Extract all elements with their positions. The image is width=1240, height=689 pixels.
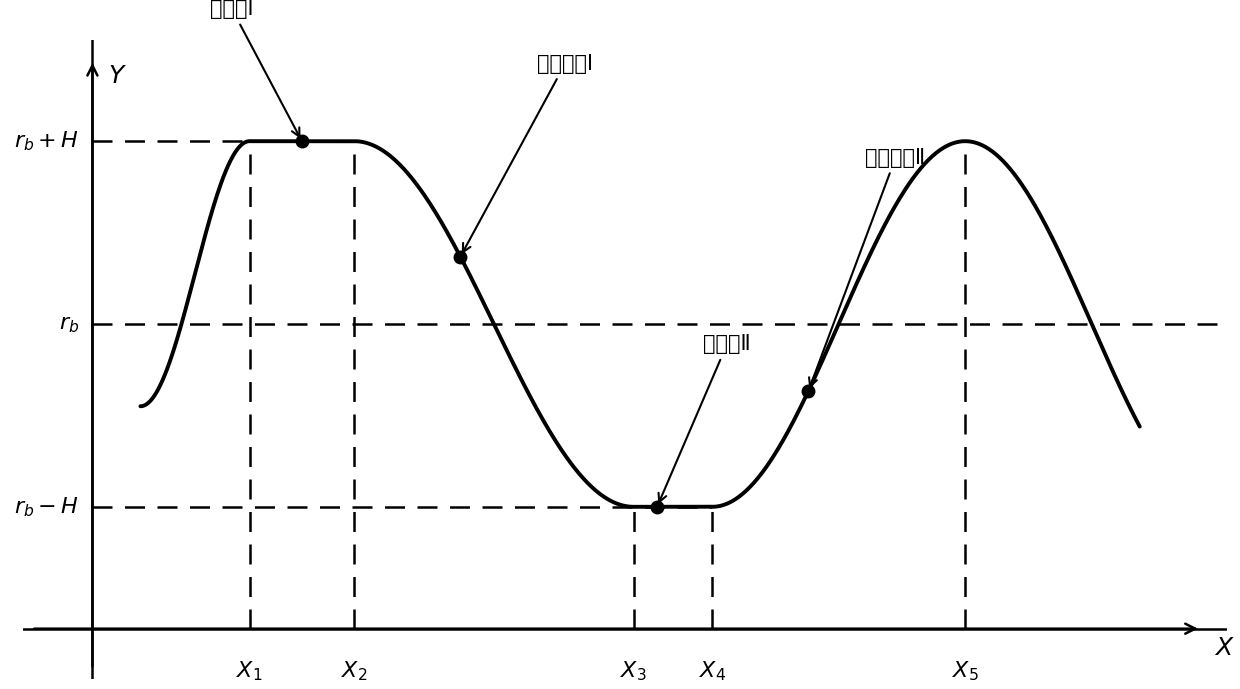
Text: 余弦曲线Ⅰ: 余弦曲线Ⅰ [463,54,593,252]
Text: $X_2$: $X_2$ [341,659,367,683]
Text: 直线段Ⅰ: 直线段Ⅰ [211,0,300,136]
Text: $r_b+H$: $r_b+H$ [14,130,79,153]
Text: $r_b$: $r_b$ [60,313,79,335]
Text: 直线段Ⅱ: 直线段Ⅱ [658,334,750,502]
Text: $X$: $X$ [1214,637,1235,660]
Text: $r_b-H$: $r_b-H$ [14,495,79,519]
Text: $X_4$: $X_4$ [698,659,725,683]
Text: 余弦曲线Ⅱ: 余弦曲线Ⅱ [808,148,925,387]
Text: $X_1$: $X_1$ [237,659,263,683]
Text: $X_5$: $X_5$ [952,659,978,683]
Text: $X_3$: $X_3$ [620,659,647,683]
Text: $Y$: $Y$ [108,65,126,88]
